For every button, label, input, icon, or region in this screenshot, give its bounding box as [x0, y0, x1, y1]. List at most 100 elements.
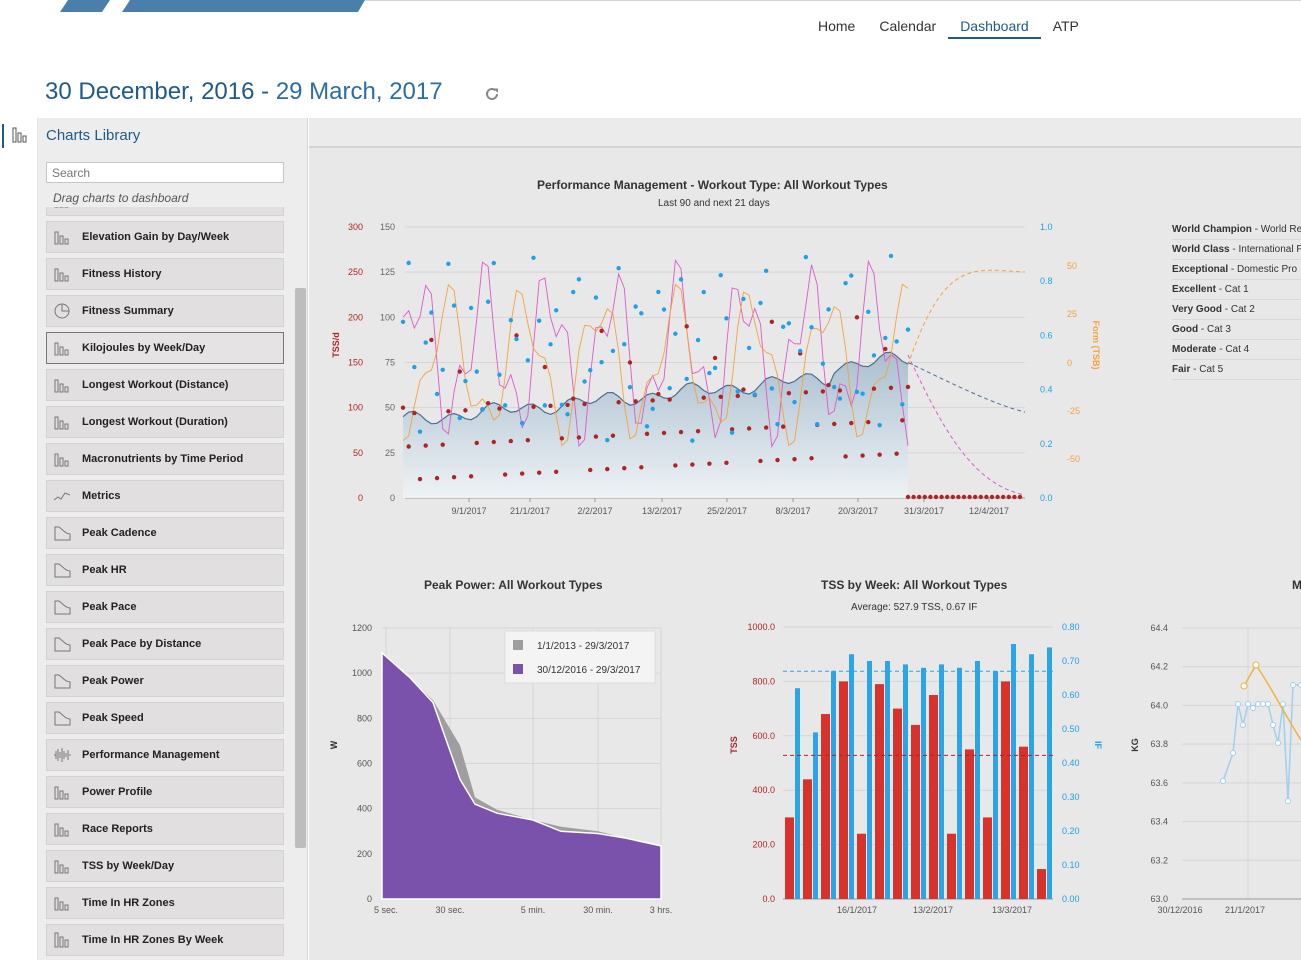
library-item-label: Race Reports: [82, 823, 153, 835]
area-chart-icon: [51, 633, 73, 655]
library-item[interactable]: Peak HR: [46, 554, 284, 586]
level-name: Fair: [1172, 364, 1191, 375]
weight-point: [1298, 682, 1301, 688]
tss-point: [582, 401, 587, 407]
tick-label: 63.0: [1150, 894, 1168, 904]
library-item[interactable]: Longest Workout (Distance): [46, 369, 284, 401]
if-point: [866, 309, 871, 315]
tss-bar: [947, 833, 956, 899]
tss-point: [763, 425, 769, 430]
tss-point: [440, 442, 445, 447]
library-item[interactable]: Longest Workout (Duration): [46, 406, 284, 438]
tick-label: 13/2/2017: [913, 905, 953, 915]
line-chart-icon: [51, 485, 73, 507]
nav-calendar[interactable]: Calendar: [879, 18, 937, 34]
nav-home[interactable]: Home: [818, 18, 856, 34]
tick-label: 1200: [352, 623, 372, 633]
weight-point: [1230, 750, 1236, 756]
library-item[interactable]: Peak Cadence: [46, 517, 284, 549]
tick-label: 0.0: [762, 894, 775, 904]
tss-point: [883, 346, 888, 352]
library-item[interactable]: Time In HR Zones: [46, 887, 284, 919]
if-point: [871, 353, 877, 358]
tss-point: [746, 426, 752, 431]
library-search-input[interactable]: [46, 162, 284, 183]
if-point: [905, 327, 911, 332]
if-bar: [1029, 654, 1034, 899]
if-point: [508, 318, 514, 323]
nav-dashboard[interactable]: Dashboard: [948, 17, 1041, 39]
tss-point: [1012, 494, 1017, 500]
library-item[interactable]: Elevation Gain by Day/Week: [46, 221, 284, 253]
library-item[interactable]: Peak Pace by Distance: [46, 628, 284, 660]
bar-chart-icon: [51, 892, 73, 914]
library-item[interactable]: Power Profile: [46, 776, 284, 808]
library-item-label: Peak Speed: [82, 712, 144, 724]
date-range[interactable]: 30 December, 2016 - 29 March, 2017: [45, 78, 443, 106]
weight-chart[interactable]: 64.4 64.2 64.0 63.8 63.6 63.4 63.2 63.0 KG 30/12/…: [1120, 615, 1301, 925]
library-item[interactable]: Performance Management: [46, 739, 284, 771]
tss-bar: [839, 681, 848, 899]
stacked-bar-icon: [51, 929, 73, 951]
tss-by-week-chart[interactable]: 1000.0 800.0 600.0 400.0 200.0 0.0 0.80 0.70 0.6…: [725, 615, 1105, 925]
library-item[interactable]: Kilojoules by Week/Day: [46, 332, 284, 364]
library-item[interactable]: Peak Speed: [46, 702, 284, 734]
bar-chart-icon: [51, 411, 73, 433]
level-name: World Champion: [1172, 224, 1252, 235]
tick-label: 25: [1067, 309, 1077, 319]
tick-label: 8/3/2017: [775, 506, 810, 516]
nav-atp[interactable]: ATP: [1052, 18, 1079, 34]
library-item[interactable]: Duration by Week/Day: [46, 207, 284, 216]
tss-point: [667, 397, 672, 402]
peak-power-chart[interactable]: 1200 1000 800 600 400 200 05 sec. 30 sec. 5 min.…: [325, 615, 675, 925]
refresh-icon[interactable]: [484, 86, 500, 102]
if-point: [463, 378, 468, 384]
library-scrollbar[interactable]: [295, 288, 306, 848]
library-item[interactable]: Peak Pace: [46, 591, 284, 623]
library-item-label: Peak Power: [82, 675, 144, 687]
tss-point: [661, 430, 667, 436]
left-rail: [0, 118, 38, 960]
tick-label: 0: [1067, 358, 1072, 368]
library-item[interactable]: Fitness History: [46, 258, 284, 290]
if-point: [763, 268, 769, 274]
tick-label: 0.6: [1040, 330, 1053, 340]
if-point: [695, 337, 701, 343]
tss-point: [673, 463, 678, 468]
tss-point: [542, 364, 548, 370]
performance-management-chart[interactable]: 15030012525010020075150501002550001.00.8…: [325, 215, 1105, 525]
library-item[interactable]: Fitness Summary: [46, 295, 284, 327]
tss-point: [905, 494, 911, 500]
if-point: [684, 376, 689, 382]
library-item[interactable]: Race Reports: [46, 813, 284, 845]
if-point: [554, 308, 559, 313]
if-point: [468, 305, 474, 311]
tick-label: 250: [348, 267, 363, 277]
library-item[interactable]: TSS by Week/Day: [46, 850, 284, 882]
y2-axis-label: Form (TSB): [1091, 321, 1101, 370]
tss-point: [860, 453, 865, 458]
charts-library-panel: Charts Library Drag charts to dashboard …: [38, 118, 308, 960]
level-desc: - International P: [1229, 244, 1301, 255]
tss-point: [758, 458, 763, 464]
library-item[interactable]: Metrics: [46, 480, 284, 512]
if-point: [707, 370, 712, 376]
bar-chart-icon: [51, 263, 73, 285]
tick-label: 0.0: [1040, 493, 1053, 503]
date-range-end: 29 March, 2017: [275, 78, 443, 105]
library-item[interactable]: Macronutrients by Time Period: [46, 443, 284, 475]
area-chart-icon: [51, 707, 73, 729]
tss-point: [1017, 494, 1023, 500]
if-point: [803, 254, 809, 260]
tss-point: [463, 408, 468, 413]
weight-point: [1245, 701, 1251, 707]
if-point: [701, 289, 706, 295]
if-point: [741, 296, 746, 302]
charts-library-toggle[interactable]: [2, 124, 36, 148]
library-item[interactable]: Peak Power: [46, 665, 284, 697]
tss-point: [826, 382, 831, 388]
library-item[interactable]: Time In HR Zones By Week: [46, 924, 284, 956]
library-item-label: Fitness Summary: [82, 305, 174, 317]
brand-logo: [60, 0, 365, 12]
library-list[interactable]: Duration by Week/Day Elevation Gain by Da…: [46, 207, 284, 960]
